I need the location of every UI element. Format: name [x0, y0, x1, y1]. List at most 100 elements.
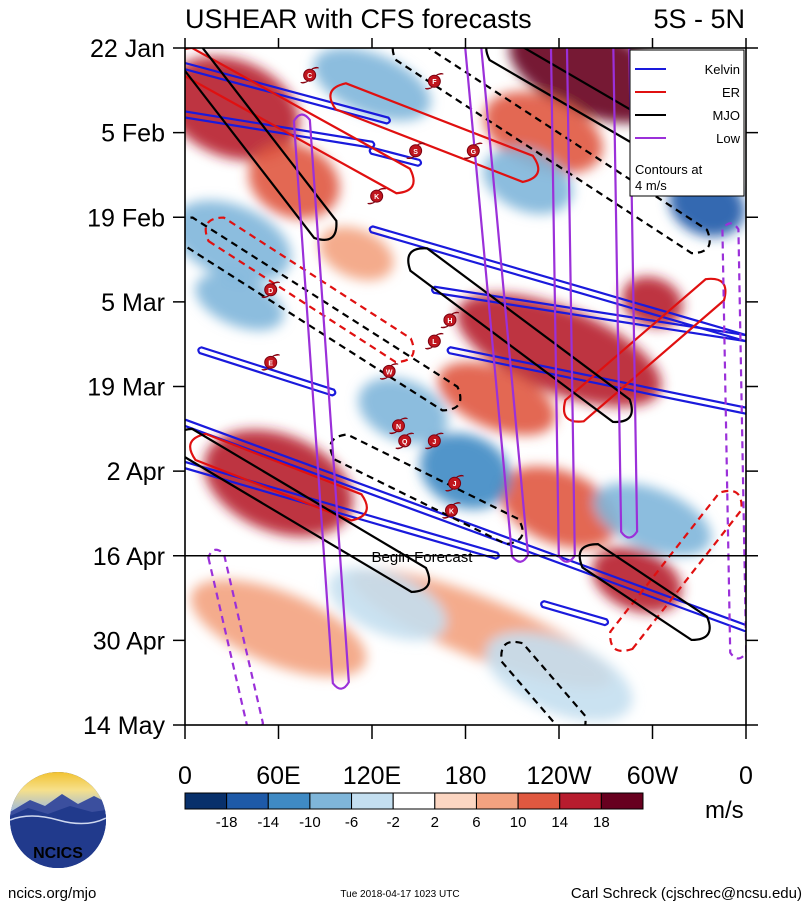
storm-icon: [367, 187, 387, 205]
shear-anomaly-positive-10: [592, 546, 682, 613]
shear-anomaly-negative-21: [195, 273, 284, 331]
y-tick-label-6: 16 Apr: [93, 543, 165, 571]
storm-letter: F: [432, 79, 437, 86]
x-tick-label-0: 0: [178, 762, 192, 790]
footer-url: ncics.org/mjo: [8, 885, 96, 902]
storm-letter: W: [386, 369, 393, 376]
y-tick-label-4: 19 Mar: [87, 374, 165, 402]
storm-letter: Q: [402, 439, 408, 446]
storm-letter: H: [447, 318, 452, 325]
storm-letter: S: [413, 149, 418, 156]
colorbar-swatch-1: [226, 792, 269, 810]
storm-letter: E: [268, 360, 273, 367]
shear-anomaly-negative-20: [593, 483, 712, 556]
legend: Kelvin ER MJO Low Contours at 4 m/s: [629, 49, 745, 197]
storm-icon: [300, 66, 320, 84]
storm-icon: [261, 281, 281, 299]
legend-label-er: ER: [722, 85, 740, 100]
shear-anomaly-negative-17: [185, 200, 292, 283]
low-contour-29: [207, 548, 265, 725]
colorbar: -18 -14 -10 -6 -2 2 6 10 14 18: [184, 792, 644, 831]
colorbar-level-1: -14: [257, 814, 279, 831]
shear-anomaly-positive-11: [319, 226, 394, 281]
storm-letter: C: [307, 73, 312, 80]
storm-marker-5: D: [261, 281, 281, 299]
y-axis: 22 Jan 5 Feb 19 Feb 5 Mar 19 Mar 2 Apr 16 Apr 3…: [83, 35, 758, 740]
storm-icon: [424, 332, 444, 350]
kelvin-contour-5: [197, 346, 337, 397]
kelvin-contour-1: [185, 110, 376, 149]
y-tick-label-0: 22 Jan: [90, 35, 165, 63]
footer-timestamp: Tue 2018-04-17 1023 UTC: [340, 889, 459, 900]
storm-marker-14: K: [442, 502, 461, 519]
x-axis: 0 60E 120E 180 120W 60W 0: [178, 38, 753, 790]
storm-letter: J: [432, 439, 436, 446]
colorbar-units: m/s: [705, 797, 744, 824]
storm-marker-13: J: [445, 474, 464, 492]
kelvin-contour-2: [368, 146, 423, 167]
colorbar-swatch-10: [600, 792, 644, 810]
chart-title: USHEAR with CFS forecasts: [185, 4, 532, 34]
shear-anomaly-positive-8: [204, 429, 353, 537]
shear-anomaly-negative-14: [313, 48, 431, 121]
storm-letter: J: [453, 481, 457, 488]
er-contour-10: [185, 48, 415, 195]
colorbar-swatch-4: [351, 792, 394, 810]
storm-marker-8: E: [261, 354, 281, 371]
legend-label-kelvin: Kelvin: [705, 62, 740, 77]
logo-text: NCICS: [33, 845, 83, 862]
storm-marker-11: Q: [395, 432, 415, 450]
storm-icon: [424, 432, 444, 450]
colorbar-swatch-7: [475, 792, 519, 810]
storm-icon: [442, 502, 461, 519]
mjo-contour-20: [407, 247, 633, 424]
colorbar-level-5: 2: [431, 814, 439, 831]
er-contour-12: [204, 216, 415, 364]
storm-icon: [463, 142, 483, 160]
storm-icon: [395, 432, 415, 450]
shear-anomaly-shading: [185, 48, 745, 722]
mjo-contour-19: [185, 216, 462, 412]
mjo-contour-17: [391, 48, 711, 255]
colorbar-swatch-3: [309, 792, 353, 810]
shear-anomaly-negative-23: [328, 567, 447, 641]
storm-icon: [389, 417, 408, 435]
region-label: 5S - 5N: [653, 4, 745, 34]
y-tick-label-5: 2 Apr: [107, 458, 165, 486]
colorbar-swatch-0: [184, 792, 228, 810]
low-contour-28: [612, 48, 639, 539]
legend-box: [629, 49, 745, 197]
colorbar-level-8: 14: [551, 814, 568, 831]
x-tick-label-5: 60W: [627, 762, 679, 790]
storm-letter: K: [449, 508, 454, 515]
y-tick-label-2: 19 Feb: [87, 204, 165, 232]
low-contour-30: [721, 222, 746, 660]
shear-anomaly-negative-19: [420, 433, 511, 510]
shear-anomaly-positive-7: [622, 276, 683, 328]
x-tick-label-4: 120W: [526, 762, 592, 790]
colorbar-swatch-6: [434, 792, 477, 810]
legend-note-line1: Contours at: [635, 162, 703, 177]
kelvin-contour-6: [446, 346, 746, 415]
shear-anomaly-positive-5: [456, 293, 662, 407]
storm-letter: D: [268, 288, 273, 295]
mjo-contour-16: [185, 48, 338, 241]
storm-markers: C F S G K D H L E W N Q J J K: [261, 66, 483, 519]
colorbar-swatch-8: [517, 792, 561, 810]
colorbar-level-2: -10: [299, 814, 321, 831]
storm-icon: [261, 354, 281, 371]
ncics-logo: NCICS: [10, 772, 106, 868]
storm-marker-7: L: [424, 332, 444, 350]
legend-label-low: Low: [716, 131, 740, 146]
storm-letter: L: [432, 339, 437, 346]
x-tick-label-1: 60E: [256, 762, 300, 790]
storm-letter: K: [374, 194, 379, 201]
kelvin-contour-8: [185, 461, 500, 560]
storm-marker-4: K: [367, 187, 387, 205]
er-contour-15: [609, 489, 743, 652]
er-contour-13: [189, 432, 368, 522]
storm-icon: [424, 72, 444, 90]
colorbar-level-0: -18: [216, 814, 238, 831]
storm-marker-3: G: [463, 142, 483, 160]
x-tick-label-3: 180: [445, 762, 487, 790]
